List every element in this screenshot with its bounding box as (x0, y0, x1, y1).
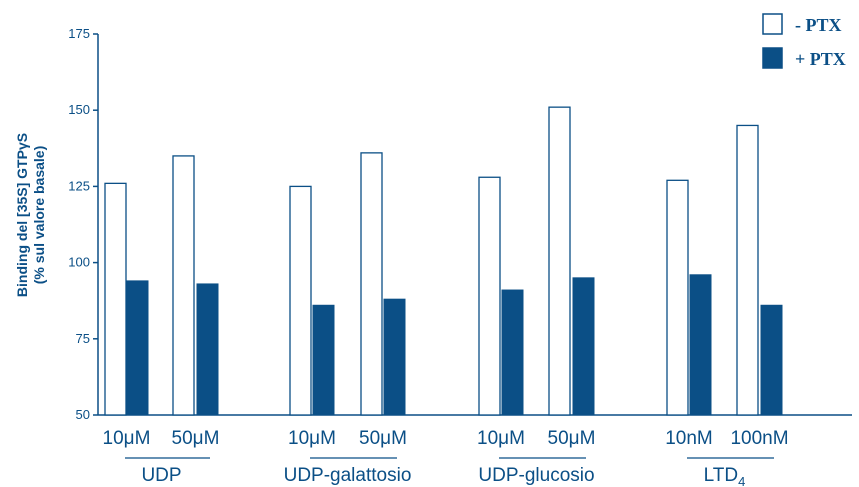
bar-minus-ptx (173, 156, 194, 415)
dose-label: 10μM (477, 428, 525, 449)
bars (105, 107, 782, 415)
svg-text:Binding del [35S] GTPγS: Binding del [35S] GTPγS (14, 133, 30, 297)
group-label-main: UDP-glucosio (478, 465, 594, 486)
group-label: LTD4 (704, 465, 746, 487)
legend-swatch-minus-ptx (763, 14, 782, 34)
y-ticks: 50 75 100 125 150 175 (68, 26, 98, 422)
y-tick-label: 150 (68, 102, 90, 117)
dose-label: 10μM (103, 428, 151, 449)
legend: - PTX + PTX (763, 14, 846, 69)
dose-label: 50μM (172, 428, 220, 449)
bar-minus-ptx (549, 107, 570, 415)
x-labels: 10μM 50μM UDP 10μM 50μM UDP-galattosio 10μM 50μ… (103, 428, 789, 487)
y-tick-label: 175 (68, 26, 90, 41)
legend-label-minus-ptx: - PTX (795, 15, 842, 35)
dose-label: 10μM (288, 428, 336, 449)
group-label: UDP (141, 465, 181, 486)
bar-plus-ptx (690, 275, 711, 415)
group-label-main: LTD (704, 465, 738, 486)
dose-label: 100nM (730, 428, 788, 449)
bar-plus-ptx (761, 305, 782, 415)
y-axis-label-line1: Binding del [35S] GTPγS (14, 133, 30, 297)
bar-minus-ptx (737, 125, 758, 415)
bar-minus-ptx (290, 186, 311, 415)
group-label: UDP-glucosio (478, 465, 594, 486)
dose-label: 10nM (665, 428, 713, 449)
y-tick-label: 100 (68, 255, 90, 270)
bar-plus-ptx (313, 305, 334, 415)
group-label-main: UDP-galattosio (284, 465, 412, 486)
bar-minus-ptx (361, 153, 382, 415)
bar-minus-ptx (667, 180, 688, 415)
y-axis-label: Binding del [35S] GTPγS (% sul valore ba… (14, 133, 47, 297)
group-label-main: UDP (141, 465, 181, 486)
y-axis-label-line2: (% sul valore basale) (31, 146, 47, 285)
dose-label: 50μM (548, 428, 596, 449)
bar-plus-ptx (384, 299, 405, 415)
y-tick-label: 75 (76, 331, 90, 346)
group-label-subscript: 4 (738, 474, 745, 487)
bar-plus-ptx (197, 284, 218, 415)
dose-label: 50μM (359, 428, 407, 449)
y-tick-label: 50 (76, 407, 90, 422)
bar-plus-ptx (127, 281, 148, 415)
bar-minus-ptx (105, 183, 126, 415)
bar-plus-ptx (573, 278, 594, 415)
bar-plus-ptx (502, 290, 523, 415)
legend-label-plus-ptx: + PTX (795, 49, 846, 69)
legend-swatch-plus-ptx (763, 48, 782, 68)
y-tick-label: 125 (68, 178, 90, 193)
bar-minus-ptx (479, 177, 500, 415)
group-label: UDP-galattosio (284, 465, 412, 486)
svg-text:(% sul valore basale): (% sul valore basale) (31, 146, 47, 285)
